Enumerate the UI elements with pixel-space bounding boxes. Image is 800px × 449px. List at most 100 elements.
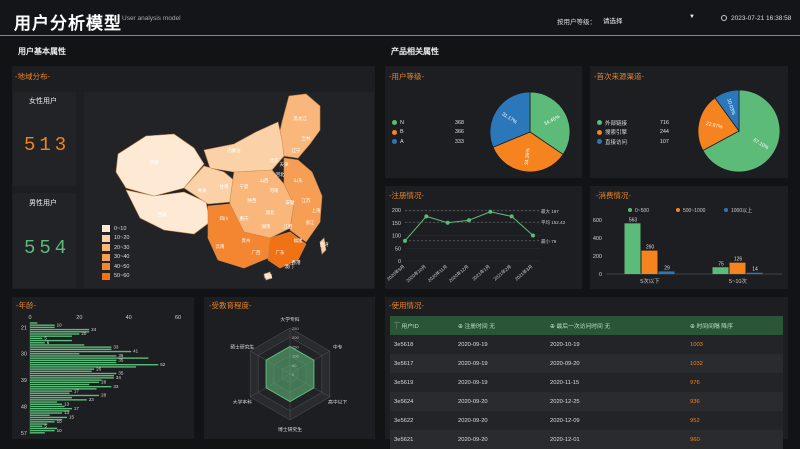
bar[interactable] [30, 361, 117, 364]
bar[interactable] [30, 427, 58, 430]
map-legend-item[interactable]: 50~60 [102, 272, 129, 282]
bar[interactable] [30, 342, 45, 344]
line-point[interactable] [445, 220, 450, 225]
pie-legend-item[interactable]: A 333 [392, 137, 464, 147]
bar[interactable] [30, 357, 149, 359]
bar[interactable] [30, 366, 137, 368]
bar[interactable] [30, 392, 70, 394]
bar[interactable] [658, 271, 675, 274]
bar[interactable] [30, 385, 112, 388]
bar[interactable] [30, 407, 72, 410]
bar[interactable] [30, 326, 55, 329]
radar-series-area[interactable] [265, 345, 315, 403]
legend-label[interactable]: 0~500 [635, 208, 649, 214]
consume-bar-chart[interactable]: 0~500 500~1000 1000以上 0 200 400 600 563 260 29 5次以… [590, 200, 788, 289]
user-level-pie[interactable]: 34.46%34.36%31.17% [488, 90, 572, 174]
pie-slice[interactable] [702, 89, 781, 173]
bar[interactable] [30, 353, 80, 355]
bar[interactable] [30, 375, 114, 377]
bar[interactable] [30, 372, 117, 375]
bar[interactable] [30, 350, 132, 353]
bar[interactable] [30, 429, 55, 432]
map-south[interactable] [267, 231, 307, 269]
bar[interactable] [30, 403, 63, 405]
bar[interactable] [624, 223, 641, 274]
table-row[interactable]: 3e5622 2020-09-20 2020-12-09 952 [390, 411, 783, 430]
bar[interactable] [30, 396, 72, 399]
bar[interactable] [30, 331, 90, 333]
legend-label[interactable]: 1000以上 [731, 207, 752, 214]
map-east[interactable] [283, 157, 323, 243]
bar[interactable] [30, 359, 117, 362]
bar[interactable] [30, 388, 97, 390]
map-north[interactable] [203, 121, 285, 175]
bar[interactable] [30, 432, 45, 434]
pie-slice[interactable] [697, 97, 740, 152]
bar[interactable] [30, 348, 112, 351]
source-pie[interactable]: 67.10%22.87%10.03% [696, 88, 782, 174]
bar[interactable] [30, 322, 38, 324]
bar[interactable] [712, 267, 729, 274]
bar[interactable] [30, 335, 72, 337]
bar[interactable] [30, 383, 90, 386]
bar[interactable] [30, 381, 100, 383]
bar[interactable] [30, 368, 95, 370]
bar[interactable] [30, 423, 48, 425]
bar[interactable] [30, 425, 43, 427]
line-point[interactable] [424, 214, 429, 219]
col-register-time[interactable]: ⊕ 注册时间 无 [458, 324, 496, 330]
bar[interactable] [30, 333, 80, 335]
bar[interactable] [30, 421, 55, 423]
table-row[interactable]: 3e5621 2020-09-20 2020-12-01 960 [390, 430, 783, 449]
map-legend-item[interactable]: 40~50 [102, 262, 129, 272]
pie-slice[interactable] [489, 91, 531, 148]
bar[interactable] [641, 250, 658, 274]
pie-legend-item[interactable]: 直接访问 107 [597, 137, 669, 147]
pie-slice[interactable] [714, 89, 740, 133]
col-last-visit[interactable]: ⊕ 最后一次访问时间 无 [550, 324, 611, 330]
col-user-id[interactable]: ⏉ 用户ID [394, 324, 419, 330]
legend-label[interactable]: 500~1000 [683, 208, 706, 214]
map-legend-item[interactable]: 0~10 [102, 224, 129, 234]
bar[interactable] [30, 379, 102, 381]
table-row[interactable]: 3e5618 2020-09-19 2020-10-19 1003 [390, 335, 783, 354]
pie-legend-item[interactable]: B 366 [392, 128, 464, 138]
map-hainan[interactable] [263, 271, 273, 281]
table-row[interactable]: 3e5624 2020-09-20 2020-12-25 936 [390, 392, 783, 411]
age-bar-chart[interactable]: 0 20 40 60102420563341353552263534283317282… [12, 310, 194, 439]
bar[interactable] [30, 412, 63, 414]
bar[interactable] [30, 324, 55, 326]
bar[interactable] [30, 414, 50, 416]
table-row[interactable]: 3e5619 2020-09-19 2020-11-15 976 [390, 373, 783, 392]
line-point[interactable] [403, 238, 407, 243]
bar[interactable] [30, 364, 159, 366]
bar[interactable] [30, 401, 58, 403]
bar[interactable] [30, 328, 90, 331]
line-point[interactable] [467, 218, 471, 223]
bar[interactable] [30, 344, 85, 346]
bar[interactable] [30, 399, 87, 401]
bar[interactable] [746, 272, 763, 274]
map-legend-item[interactable]: 10~20 [102, 234, 129, 244]
pie-legend-item[interactable]: N 368 [392, 118, 464, 128]
pie-slice[interactable] [529, 91, 571, 156]
map-taiwan[interactable] [319, 237, 327, 255]
map-legend-item[interactable]: 20~30 [102, 243, 129, 253]
bar[interactable] [30, 405, 65, 408]
bar[interactable] [30, 346, 112, 348]
bar[interactable] [30, 394, 100, 397]
bar[interactable] [30, 416, 67, 419]
map-xinjiang[interactable] [115, 133, 205, 197]
map-legend-item[interactable]: 30~40 [102, 253, 129, 263]
pie-legend-item[interactable]: 外部链接 716 [597, 118, 669, 128]
pie-legend-item[interactable]: 搜索引擎 244 [597, 128, 669, 138]
bar[interactable] [30, 418, 63, 421]
level-filter-select[interactable]: 请选择 ▼ [601, 13, 697, 26]
pie-slice[interactable] [492, 131, 564, 173]
bar[interactable] [30, 355, 117, 357]
bar[interactable] [30, 410, 70, 412]
line-point[interactable] [488, 209, 493, 214]
table-row[interactable]: 3e5617 2020-09-19 2020-09-20 1032 [390, 354, 783, 373]
